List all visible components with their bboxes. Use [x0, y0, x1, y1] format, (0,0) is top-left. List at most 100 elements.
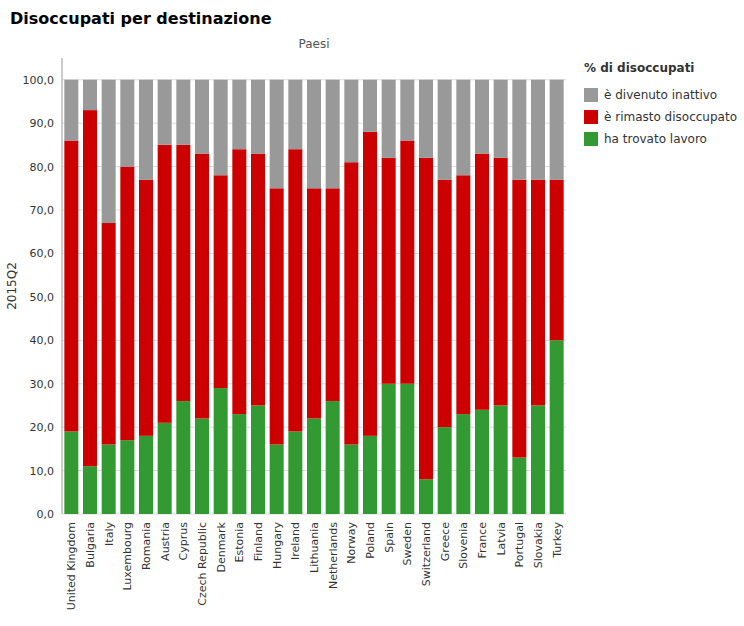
bar-segment — [251, 405, 265, 514]
x-tick-label: Lithuania — [308, 522, 321, 573]
y-tick-label: 60,0 — [30, 247, 55, 260]
bar-segment — [512, 80, 526, 180]
x-tick-label: Slovakia — [532, 522, 545, 568]
y-axis-label: 2015Q2 — [5, 262, 19, 310]
x-tick-label: Portugal — [513, 522, 526, 568]
x-tick-label: Czech Republic — [196, 522, 209, 606]
bar-segment — [475, 410, 489, 514]
x-tick-label: Luxembourg — [121, 522, 134, 591]
bar-segment — [475, 80, 489, 154]
grid — [62, 80, 566, 514]
bar-segment — [550, 180, 564, 341]
legend-swatch — [584, 88, 598, 102]
bar-segment — [158, 145, 172, 423]
bar-segment — [326, 188, 340, 401]
y-tick-label: 90,0 — [30, 117, 55, 130]
x-tick-label: Finland — [252, 522, 265, 561]
bar-segment — [232, 414, 246, 514]
x-tick-label: Denmark — [215, 521, 228, 572]
y-tick-label: 40,0 — [30, 334, 55, 347]
bar-segment — [382, 80, 396, 158]
bar-segment — [83, 80, 97, 110]
x-tick-label: Latvia — [495, 522, 508, 556]
bar-segment — [195, 418, 209, 514]
bar-segment — [120, 80, 134, 167]
x-tick-label: Hungary — [271, 522, 284, 569]
bar-segment — [326, 401, 340, 514]
bar-segment — [288, 80, 302, 149]
bar-segment — [195, 154, 209, 419]
bar-segment — [419, 479, 433, 514]
bar-segment — [456, 414, 470, 514]
legend: % di disoccupati è divenuto inattivo è rim… — [584, 61, 737, 146]
bar-segment — [344, 80, 358, 163]
bar-segment — [251, 80, 265, 154]
y-tick-label: 50,0 — [30, 291, 55, 304]
y-tick-label: 20,0 — [30, 421, 55, 434]
bar-segment — [475, 154, 489, 410]
bar-segment — [120, 167, 134, 441]
bar-segment — [195, 80, 209, 154]
x-tick-label: France — [476, 522, 489, 559]
bar-segment — [270, 188, 284, 444]
bar-segment — [363, 436, 377, 514]
x-tick-label: Poland — [364, 522, 377, 559]
bar-segment — [288, 149, 302, 431]
bar-segment — [419, 80, 433, 158]
bar-segment — [102, 80, 116, 223]
bar-segment — [456, 80, 470, 176]
x-tick-label: Ireland — [289, 522, 302, 560]
bar-segment — [64, 80, 78, 141]
bar-segment — [270, 445, 284, 514]
x-tick-label: Switzerland — [420, 522, 433, 586]
legend-title: % di disoccupati — [584, 61, 694, 75]
bar-segment — [400, 80, 414, 141]
x-tick-label: Italy — [103, 522, 116, 546]
bar-segment — [438, 80, 452, 180]
bar-segment — [139, 80, 153, 180]
x-tick-label: United Kingdom — [65, 522, 78, 610]
x-axis-label: Paesi — [298, 37, 329, 51]
x-tick-label: Bulgaria — [84, 522, 97, 568]
bar-segment — [158, 80, 172, 145]
y-tick-label: 30,0 — [30, 378, 55, 391]
title: Disoccupati per destinazione — [10, 9, 272, 28]
bar-segment — [531, 80, 545, 180]
bar-segment — [456, 175, 470, 414]
y-axis-line — [62, 58, 63, 514]
x-tick-label: Estonia — [233, 522, 246, 563]
legend-swatch — [584, 132, 598, 146]
legend-entry: è rimasto disoccupato — [604, 110, 737, 124]
bar-segment — [438, 427, 452, 514]
bar-segment — [531, 180, 545, 406]
bar-segment — [494, 405, 508, 514]
x-tick-label: Romania — [140, 522, 153, 570]
bar-segment — [158, 423, 172, 514]
bar-segment — [139, 180, 153, 436]
bar-segment — [438, 180, 452, 428]
bar-segment — [307, 80, 321, 189]
x-tick-label: Netherlands — [327, 522, 340, 589]
y-tick-label: 100,0 — [23, 74, 55, 87]
bar-segment — [419, 158, 433, 479]
bar-segment — [232, 80, 246, 149]
bar-segment — [550, 340, 564, 514]
bar-segment — [83, 110, 97, 466]
x-tick-label: Austria — [159, 522, 172, 561]
y-tick-label: 70,0 — [30, 204, 55, 217]
x-tick-label: Sweden — [401, 522, 414, 565]
bar-segment — [251, 154, 265, 406]
legend-entry: ha trovato lavoro — [604, 132, 707, 146]
x-tick-label: Cyprus — [177, 522, 190, 561]
y-tick-label: 10,0 — [30, 465, 55, 478]
x-tick-label: Norway — [345, 522, 358, 564]
legend-entry: è divenuto inattivo — [604, 88, 717, 102]
bar-segment — [232, 149, 246, 414]
y-tick-label: 0,0 — [37, 508, 55, 521]
bar-segment — [382, 158, 396, 384]
bar-segment — [102, 445, 116, 514]
bar-segment — [494, 80, 508, 158]
bar-segment — [176, 401, 190, 514]
bar-segment — [307, 188, 321, 418]
bar-segment — [307, 418, 321, 514]
